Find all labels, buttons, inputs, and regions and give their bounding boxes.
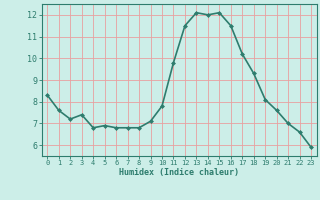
X-axis label: Humidex (Indice chaleur): Humidex (Indice chaleur) bbox=[119, 168, 239, 177]
